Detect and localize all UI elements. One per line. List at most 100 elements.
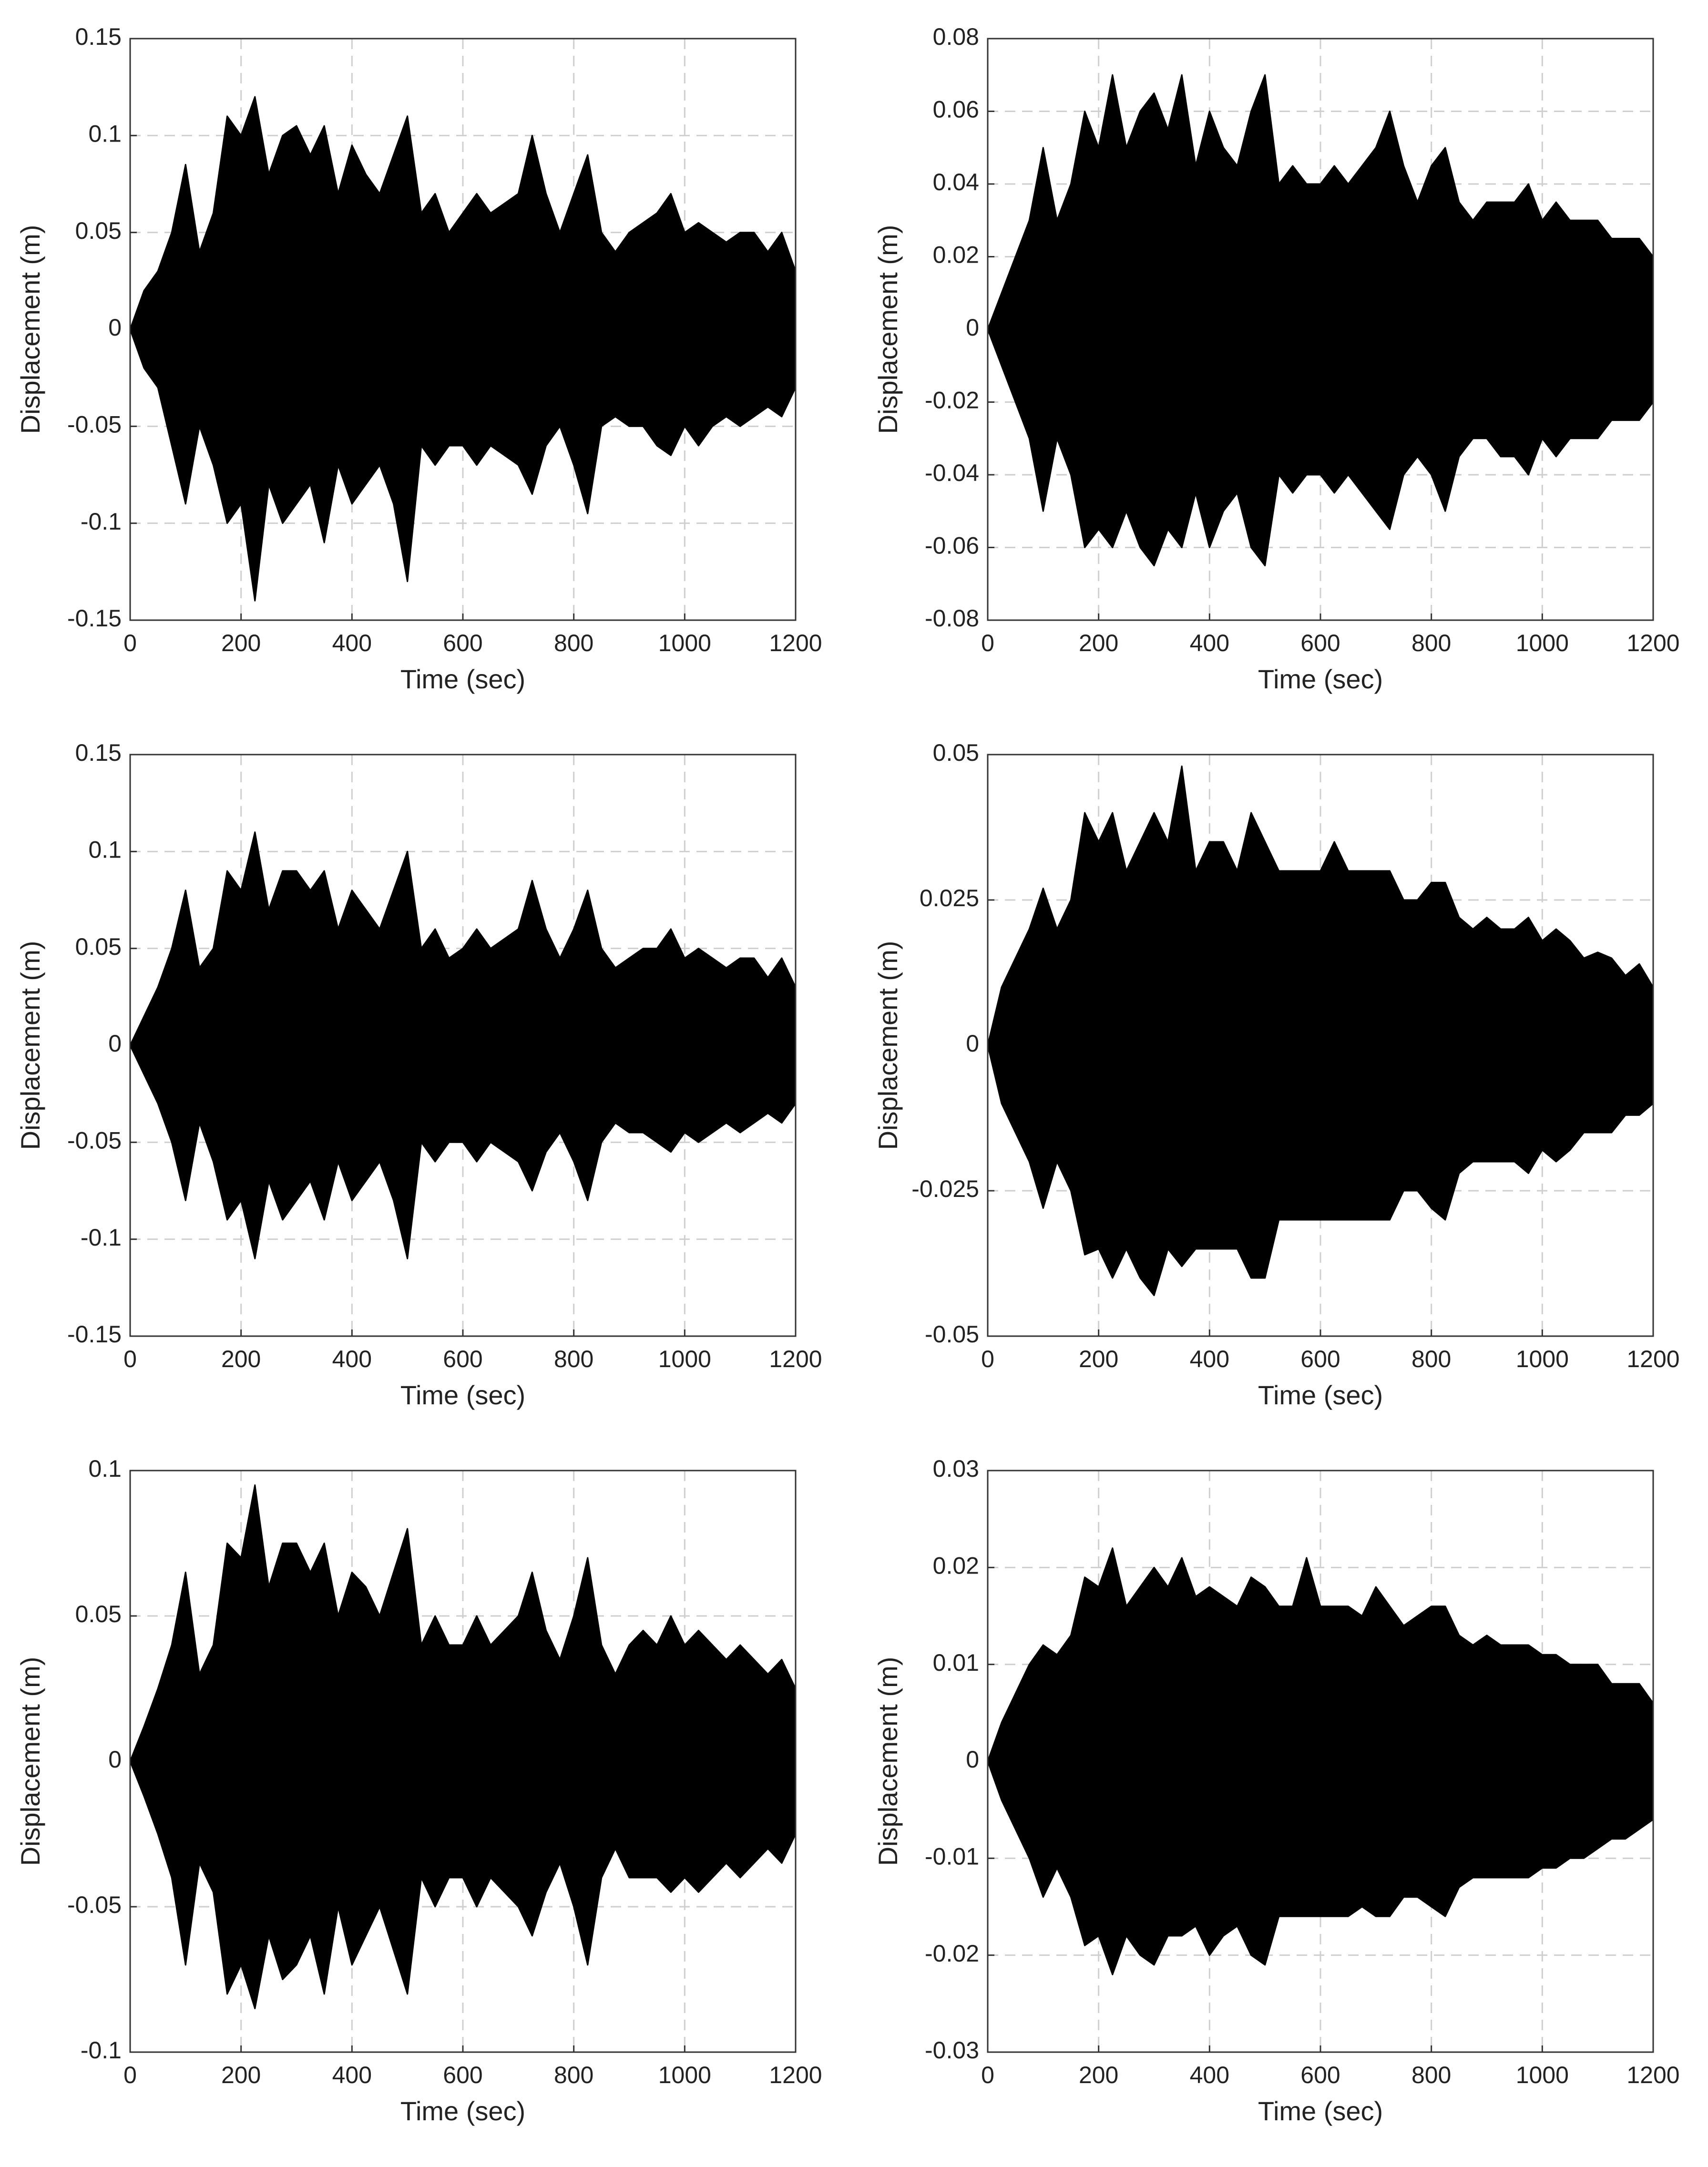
y-tick-label: 0.03 bbox=[933, 1455, 979, 1482]
signal-envelope bbox=[987, 74, 1654, 330]
x-tick-label: 600 bbox=[1300, 1346, 1340, 1372]
x-tick-label: 400 bbox=[1190, 1346, 1229, 1372]
y-tick-label: -0.04 bbox=[925, 460, 979, 486]
x-tick-label: 1000 bbox=[658, 1346, 711, 1372]
y-tick-label: -0.1 bbox=[81, 2037, 122, 2064]
signal-envelope bbox=[129, 1044, 797, 1259]
subplot: 0 200 400 600 800 1000 1200 -0.08 -0.06 -0.04 -0.0… bbox=[873, 23, 1680, 694]
y-tick-label: 0.01 bbox=[933, 1649, 979, 1676]
signal-envelope bbox=[129, 96, 797, 330]
x-tick-label: 200 bbox=[221, 630, 261, 656]
y-tick-label: 0.06 bbox=[933, 96, 979, 123]
subplot: 0 200 400 600 800 1000 1200 -0.05 -0.025 0 0.025 0.… bbox=[873, 739, 1680, 1410]
y-tick-label: -0.1 bbox=[81, 1224, 122, 1251]
y-tick-label: 0.02 bbox=[933, 242, 979, 268]
x-tick-label: 800 bbox=[554, 630, 593, 656]
x-axis-title: Time (sec) bbox=[400, 1380, 525, 1410]
x-tick-label: 400 bbox=[332, 2062, 372, 2088]
signal-envelope bbox=[129, 1760, 797, 2009]
x-tick-label: 0 bbox=[123, 630, 137, 656]
y-tick-label: -0.05 bbox=[67, 1127, 122, 1154]
plot-frame bbox=[987, 1470, 1654, 2053]
y-tick-label: 0 bbox=[108, 1746, 122, 1773]
y-tick-label: 0 bbox=[966, 314, 979, 341]
x-tick-label: 0 bbox=[981, 2062, 994, 2088]
x-tick-label: 400 bbox=[1190, 2062, 1229, 2088]
y-tick-label: 0.05 bbox=[933, 739, 979, 766]
x-tick-label: 1200 bbox=[1626, 1346, 1679, 1372]
subplot: 0 200 400 600 800 1000 1200 -0.03 -0.02 -0.01 0 0.0… bbox=[873, 1455, 1680, 2126]
x-axis-title: Time (sec) bbox=[1258, 664, 1383, 694]
x-tick-label: 200 bbox=[1079, 1346, 1118, 1372]
y-tick-label: 0 bbox=[966, 1030, 979, 1057]
y-tick-label: -0.05 bbox=[67, 1891, 122, 1918]
x-tick-label: 600 bbox=[1300, 2062, 1340, 2088]
x-tick-label: 1000 bbox=[1516, 1346, 1569, 1372]
x-tick-label: 0 bbox=[981, 630, 994, 656]
y-tick-label: 0.02 bbox=[933, 1553, 979, 1579]
x-tick-label: 200 bbox=[221, 1346, 261, 1372]
signal-envelope bbox=[129, 831, 797, 1046]
x-tick-label: 400 bbox=[332, 630, 372, 656]
y-tick-label: -0.02 bbox=[925, 387, 979, 414]
y-tick-label: -0.02 bbox=[925, 1940, 979, 1967]
x-tick-label: 800 bbox=[1411, 1346, 1451, 1372]
y-tick-label: -0.01 bbox=[925, 1843, 979, 1870]
x-tick-label: 800 bbox=[554, 2062, 593, 2088]
x-tick-label: 1200 bbox=[769, 630, 822, 656]
x-tick-label: 600 bbox=[443, 630, 482, 656]
y-axis-title: Displacement (m) bbox=[873, 225, 903, 434]
x-tick-label: 1200 bbox=[1626, 630, 1679, 656]
y-tick-label: -0.03 bbox=[925, 2037, 979, 2064]
x-tick-label: 200 bbox=[221, 2062, 261, 2088]
y-tick-label: 0.05 bbox=[75, 217, 122, 244]
x-tick-label: 400 bbox=[332, 1346, 372, 1372]
y-axis-title: Displacement (m) bbox=[15, 225, 45, 434]
signal-envelope bbox=[987, 1044, 1654, 1297]
subplot: 0 200 400 600 800 1000 1200 -0.15 -0.1 -0.05 0 0.05… bbox=[15, 23, 822, 694]
y-tick-label: -0.15 bbox=[67, 1321, 122, 1348]
x-tick-label: 200 bbox=[1079, 630, 1118, 656]
x-tick-label: 600 bbox=[443, 2062, 482, 2088]
x-tick-label: 200 bbox=[1079, 2062, 1118, 2088]
x-tick-label: 400 bbox=[1190, 630, 1229, 656]
y-tick-label: 0.05 bbox=[75, 1601, 122, 1627]
x-tick-label: 600 bbox=[1300, 630, 1340, 656]
x-tick-label: 800 bbox=[1411, 2062, 1451, 2088]
y-tick-label: -0.08 bbox=[925, 605, 979, 632]
x-tick-label: 1000 bbox=[658, 630, 711, 656]
x-tick-label: 0 bbox=[981, 1346, 994, 1372]
x-tick-label: 1200 bbox=[769, 1346, 822, 1372]
x-tick-label: 1000 bbox=[1516, 630, 1569, 656]
y-tick-label: -0.025 bbox=[911, 1175, 979, 1202]
y-tick-label: 0.04 bbox=[933, 169, 979, 195]
y-tick-label: -0.05 bbox=[67, 411, 122, 438]
y-axis-title: Displacement (m) bbox=[873, 1657, 903, 1866]
y-tick-label: 0.08 bbox=[933, 23, 979, 50]
y-axis-title: Displacement (m) bbox=[15, 1657, 45, 1866]
x-axis-title: Time (sec) bbox=[400, 2096, 525, 2126]
x-axis-title: Time (sec) bbox=[1258, 2096, 1383, 2126]
x-tick-label: 800 bbox=[1411, 630, 1451, 656]
plot-frame bbox=[129, 38, 797, 621]
x-tick-label: 600 bbox=[443, 1346, 482, 1372]
signal-envelope bbox=[129, 1484, 797, 1762]
signal-envelope bbox=[987, 765, 1654, 1046]
y-tick-label: -0.05 bbox=[925, 1321, 979, 1348]
y-tick-label: 0.15 bbox=[75, 23, 122, 50]
y-tick-label: 0 bbox=[108, 1030, 122, 1057]
signal-envelope bbox=[129, 328, 797, 602]
plot-frame bbox=[987, 38, 1654, 621]
y-tick-label: 0 bbox=[966, 1746, 979, 1773]
y-tick-label: 0.1 bbox=[88, 1455, 122, 1482]
y-tick-label: 0.15 bbox=[75, 739, 122, 766]
y-tick-label: 0.1 bbox=[88, 837, 122, 863]
x-tick-label: 1200 bbox=[1626, 2062, 1679, 2088]
x-axis-title: Time (sec) bbox=[1258, 1380, 1383, 1410]
y-tick-label: -0.06 bbox=[925, 532, 979, 559]
plot-frame bbox=[129, 754, 797, 1337]
x-tick-label: 1000 bbox=[1516, 2062, 1569, 2088]
signal-envelope bbox=[987, 1547, 1654, 1762]
x-tick-label: 1000 bbox=[658, 2062, 711, 2088]
